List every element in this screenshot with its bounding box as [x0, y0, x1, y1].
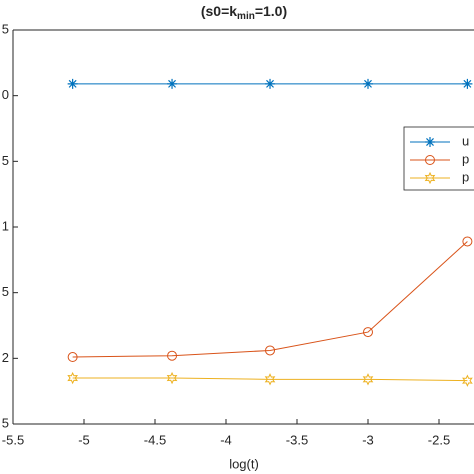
marker: [265, 345, 276, 356]
legend-marker: [425, 137, 435, 147]
marker: [462, 374, 473, 387]
legend-box: [403, 126, 474, 191]
series-line: [72, 377, 468, 382]
x-tick-label: -4.5: [144, 432, 166, 447]
marker: [462, 236, 473, 247]
y-tick-label: 2: [2, 350, 9, 365]
marker: [67, 352, 78, 363]
y-tick-label: 5: [2, 284, 9, 299]
legend-label: p: [462, 169, 469, 184]
y-tick-label: 5: [2, 415, 9, 430]
y-tick-label: 5: [2, 21, 9, 36]
y-tick-label: 1: [2, 218, 9, 233]
marker: [363, 327, 373, 338]
series-line: [72, 241, 468, 358]
marker: [167, 78, 178, 89]
x-tick-label: -2.5: [428, 432, 450, 447]
marker: [363, 78, 373, 89]
legend: upp: [403, 126, 474, 191]
marker: [167, 350, 178, 361]
x-tick-label: -3: [362, 432, 374, 447]
y-tick-label: 0: [2, 87, 9, 102]
marker: [67, 371, 78, 385]
marker: [462, 78, 473, 89]
marker: [265, 78, 276, 89]
x-tick-label: -5: [78, 432, 90, 447]
legend-marker: [424, 171, 436, 185]
marker: [67, 78, 78, 89]
legend-label: u: [462, 133, 469, 148]
y-tick-label: 5: [2, 153, 9, 168]
x-axis-label: log(t): [229, 456, 259, 471]
marker: [264, 373, 276, 386]
x-tick-label: -5.5: [2, 432, 24, 447]
x-tick-label: -3.5: [286, 432, 308, 447]
chart-title: (s0=kmin=1.0): [201, 3, 287, 22]
legend-marker: [425, 155, 435, 165]
legend-label: p: [462, 151, 469, 166]
x-tick-label: -4: [220, 432, 232, 447]
marker: [166, 371, 178, 385]
marker: [362, 373, 374, 386]
